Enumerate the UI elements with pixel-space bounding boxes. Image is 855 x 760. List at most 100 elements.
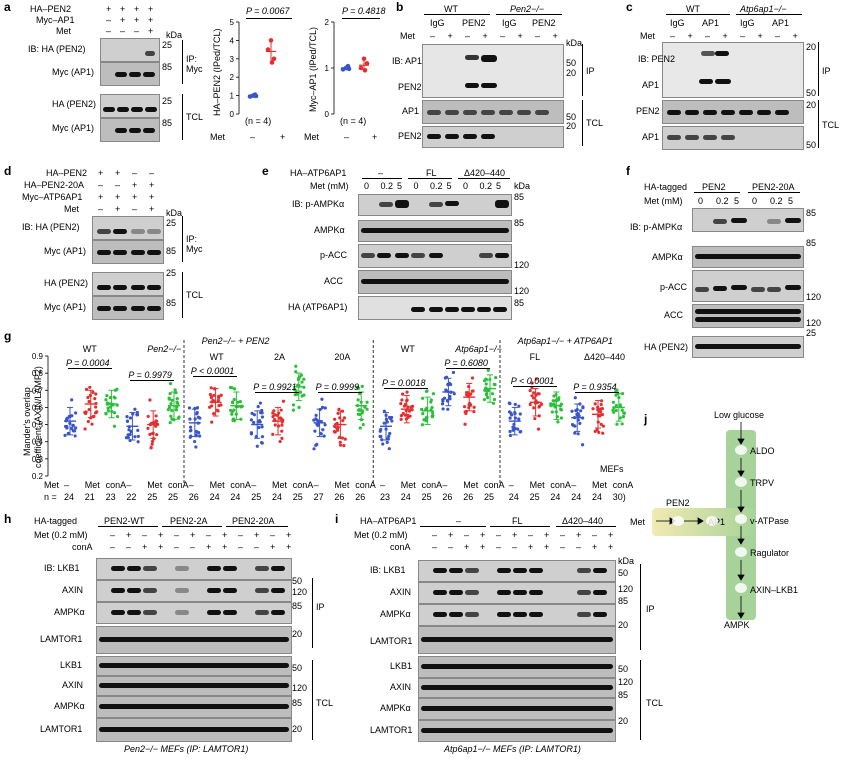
- g-treatment: conA: [484, 480, 505, 490]
- g-treatment: Met: [147, 480, 163, 490]
- axis-tick-label: 2: [325, 18, 330, 27]
- g-data-point: [537, 414, 541, 418]
- a-sign: –: [106, 26, 112, 36]
- g-data-point: [556, 420, 560, 424]
- g-data-point: [70, 398, 74, 402]
- g-data-point: [133, 435, 137, 439]
- g-header: WT: [400, 344, 415, 354]
- g-data-point: [365, 400, 369, 404]
- g-data-point: [513, 402, 517, 406]
- c-kda: 50: [806, 88, 817, 98]
- i-met-sign: –: [592, 530, 598, 540]
- g-n-count: 24: [592, 492, 603, 502]
- g-data-point: [84, 411, 88, 416]
- g-data-point: [337, 407, 341, 411]
- g-n-count: 24: [64, 492, 75, 502]
- g-data-point: [517, 404, 521, 408]
- i-group: TCL: [646, 698, 664, 708]
- c-met-sign: +: [687, 31, 693, 41]
- g-data-point: [387, 434, 391, 438]
- g-data-point: [507, 401, 511, 405]
- b-kda: 20: [566, 68, 577, 78]
- e-kda: kDa: [514, 181, 531, 191]
- g-mefs-label: MEFs: [600, 464, 624, 474]
- g-data-point: [133, 407, 137, 411]
- e-construct-label: HA–ATP6AP1: [290, 168, 347, 178]
- h-cona-sign: +: [222, 542, 228, 552]
- b-blot-label: AP1: [402, 106, 420, 116]
- g-data-point: [232, 419, 236, 423]
- g-data-point: [83, 427, 87, 431]
- g-pvalue: P = 0.0004: [66, 358, 110, 368]
- g-n-count: 24: [400, 492, 411, 502]
- g-data-point: [579, 409, 583, 413]
- h-caption: Pen2−/− MEFs (IP: LAMTOR1): [124, 744, 249, 754]
- c-met-sign: +: [722, 31, 728, 41]
- h-met-sign: –: [270, 530, 276, 540]
- e-dose: 5: [397, 181, 403, 191]
- h-blot-ampk-ip: [96, 602, 292, 624]
- g-data-point: [149, 446, 153, 450]
- b-blot-ap1-tcl: [422, 100, 564, 124]
- g-treatment: Met: [334, 480, 350, 490]
- i-construct: Δ420–440: [562, 516, 604, 526]
- d-sign: +: [132, 180, 138, 190]
- g-y-tick-label: 0.5: [32, 421, 44, 430]
- data-point: [358, 65, 364, 71]
- h-cona-sign: –: [174, 542, 180, 552]
- g-data-point: [343, 437, 347, 441]
- g-data-point: [420, 423, 425, 427]
- g-data-point: [531, 396, 536, 400]
- h-cona-sign: –: [126, 542, 132, 552]
- g-data-point: [127, 428, 131, 432]
- g-pvalue: P < 0.0001: [190, 366, 235, 376]
- g-y-tick-label: 0.7: [32, 386, 44, 395]
- a-met-sign: +: [372, 132, 378, 142]
- g-data-point: [559, 416, 564, 420]
- h-kda: 20: [292, 724, 303, 734]
- g-treatment: conA: [550, 480, 571, 490]
- h-kda: 50: [292, 576, 303, 586]
- i-blot-ampk-ip: [418, 604, 616, 626]
- g-treatment: –: [188, 480, 194, 490]
- a-kda: 25: [162, 96, 173, 106]
- c-blot-label: AP1: [642, 80, 660, 90]
- g-n-count: 26: [463, 492, 474, 502]
- h-met-sign: +: [222, 530, 228, 540]
- g-treatment: conA: [612, 480, 634, 490]
- g-pvalue: P = 0.9921: [253, 382, 297, 392]
- data-point: [364, 61, 370, 66]
- g-data-point: [388, 431, 392, 436]
- g-data-point: [365, 407, 369, 411]
- g-data-point: [573, 431, 577, 435]
- g-data-point: [620, 391, 625, 396]
- g-data-point: [232, 397, 236, 402]
- g-data-point: [517, 417, 521, 421]
- g-data-point: [112, 424, 117, 428]
- h-met-sign: –: [206, 530, 212, 540]
- b-met-sign: –: [500, 31, 506, 41]
- g-data-point: [312, 447, 316, 451]
- f-blot-ha: [692, 336, 804, 358]
- g-data-point: [448, 394, 452, 398]
- g-data-point: [255, 444, 259, 448]
- g-data-point: [468, 403, 473, 407]
- g-n-count: 26: [334, 492, 345, 502]
- e-dose: 0.2: [430, 181, 443, 191]
- i-blot-label: IB: LKB1: [370, 565, 406, 575]
- g-data-point: [249, 431, 253, 435]
- h-blot-lamtor1-ip: [96, 626, 292, 654]
- g-data-point: [257, 426, 261, 430]
- f-blot-label: HA (PEN2): [644, 342, 689, 352]
- g-treatment: –: [380, 480, 386, 490]
- f-dose: 5: [734, 196, 740, 206]
- i-blot-label: LAMTOR1: [370, 725, 413, 735]
- e-blot-label: ACC: [324, 276, 344, 286]
- g-data-point: [105, 393, 109, 398]
- i-kda: 50: [618, 568, 629, 578]
- i-kda: 50: [618, 664, 629, 674]
- i-met-sign: –: [496, 530, 502, 540]
- i-blot-lkb1-ip: [418, 560, 616, 582]
- f-blot-label: AMPKα: [652, 252, 683, 262]
- c-genotype: Atp6ap1−/−: [740, 4, 787, 14]
